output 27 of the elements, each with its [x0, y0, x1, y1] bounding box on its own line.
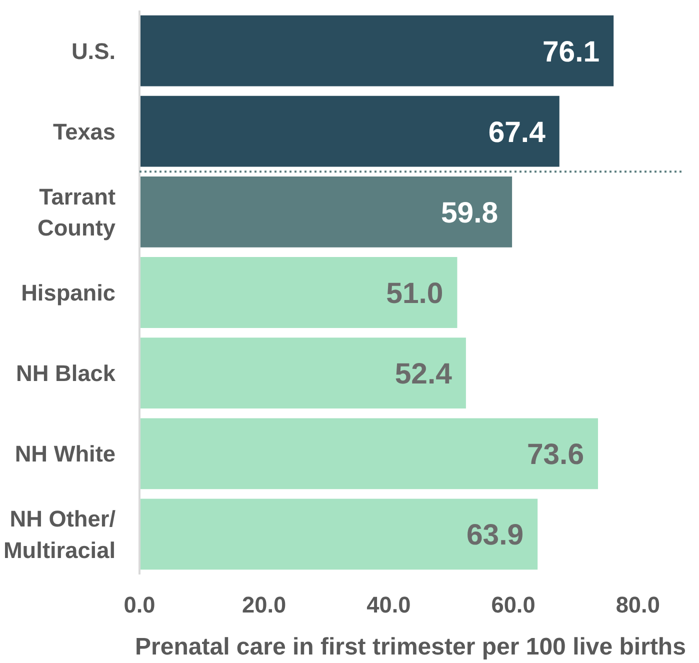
- y-tick-label: U.S.: [71, 38, 116, 64]
- y-tick-label: NH Black: [16, 360, 116, 386]
- data-label: 76.1: [542, 35, 600, 68]
- bar: [140, 96, 560, 167]
- x-axis-title: Prenatal care in first trimester per 100 live births: [135, 634, 686, 660]
- x-tick-label: 20.0: [242, 592, 286, 618]
- y-tick-label: NH Other/Multiracial: [3, 506, 116, 563]
- y-tick-label: Texas: [52, 118, 116, 144]
- data-label: 63.9: [466, 518, 524, 552]
- x-tick-label: 0.0: [124, 592, 156, 618]
- data-label: 52.4: [394, 358, 453, 391]
- bar: [140, 498, 538, 570]
- bar: [140, 15, 614, 86]
- data-label: 67.4: [488, 116, 546, 149]
- x-tick-label: 40.0: [366, 592, 411, 618]
- bar: [140, 338, 466, 409]
- bar: [140, 257, 458, 328]
- data-label: 51.0: [386, 277, 444, 310]
- bar: [140, 418, 598, 490]
- y-tick-label: Hispanic: [21, 280, 116, 306]
- bar: [140, 176, 512, 248]
- data-label: 73.6: [526, 438, 584, 472]
- x-tick-label: 80.0: [616, 592, 660, 618]
- data-label: 59.8: [440, 196, 498, 230]
- y-tick-label: Tarrant County: [37, 183, 116, 241]
- y-tick-label: NH White: [14, 440, 116, 467]
- x-tick-label: 60.0: [491, 592, 536, 618]
